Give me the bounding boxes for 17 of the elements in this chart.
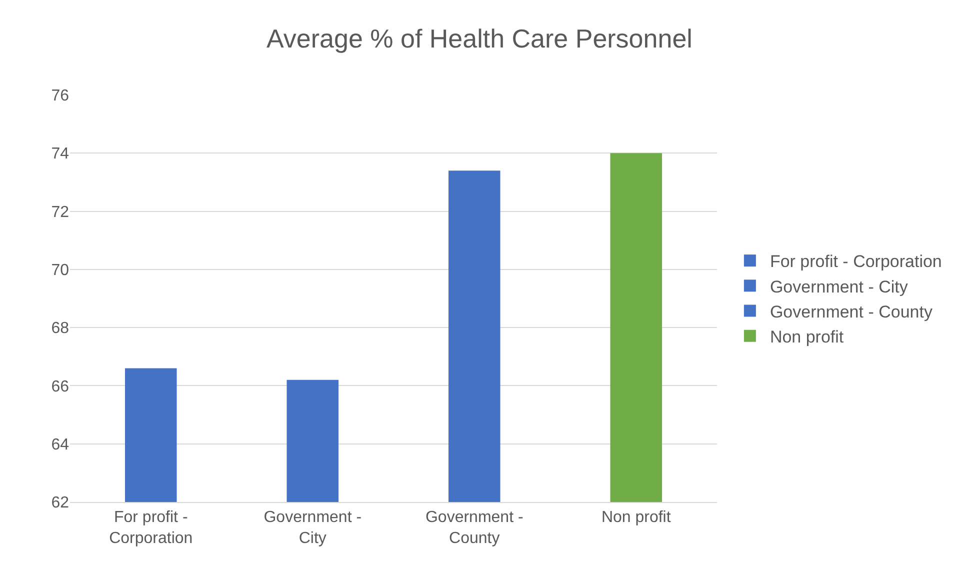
x-tick-label: Government - County: [425, 509, 524, 547]
y-tick-label: 72: [51, 204, 70, 221]
y-tick-label: 70: [51, 262, 70, 280]
y-tick-label: 64: [51, 436, 70, 454]
chart-title: Average % of Health Care Personnel: [266, 23, 692, 54]
x-tick-label: For profit - Corporation: [109, 509, 193, 547]
y-tick-label: 66: [51, 378, 70, 396]
legend-label: Government - City: [770, 277, 908, 296]
x-tick-label: Non profit: [601, 509, 672, 526]
legend-label: For profit - Corporation: [770, 252, 942, 272]
x-tick-label: Government - City: [264, 509, 362, 547]
legend-label: Non profit: [770, 327, 844, 346]
y-tick-label: 74: [51, 146, 70, 163]
y-tick-label: 68: [51, 320, 70, 338]
y-tick-label: 62: [51, 494, 70, 512]
y-tick-label: 76: [51, 88, 70, 105]
legend-label: Government - County: [770, 302, 933, 322]
